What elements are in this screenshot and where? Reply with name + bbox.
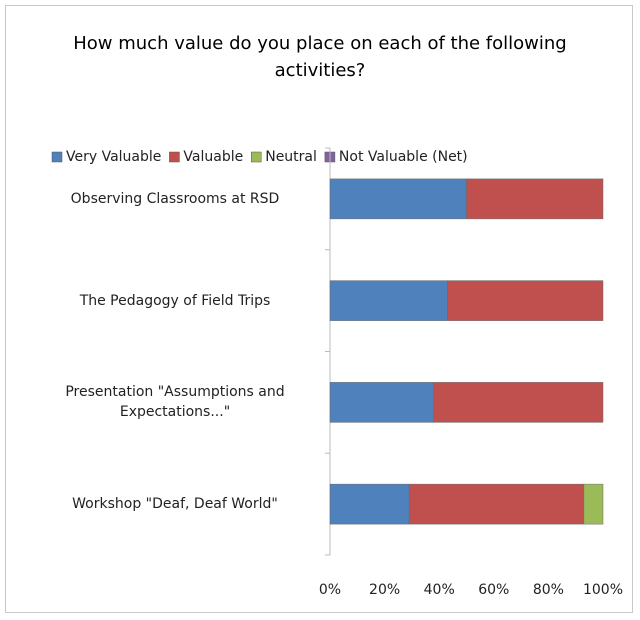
y-tick-label: The Pedagogy of Field Trips [79,292,271,309]
legend-label: Not Valuable (Net) [339,149,468,165]
bar-segment [447,280,604,321]
legend-swatch [169,151,180,163]
bar-segment [583,483,604,525]
legend-label: Very Valuable [66,149,161,165]
bar-segment [329,382,434,423]
bar-segment [408,483,585,525]
x-tick-label: 40% [424,582,455,598]
x-tick-label: 80% [533,582,564,598]
bar-segment [329,280,448,321]
y-tick-label: Workshop "Deaf, Deaf World" [72,496,278,513]
x-tick-label: 60% [478,582,509,598]
legend-label: Neutral [265,149,317,165]
bar-segment [466,178,604,220]
y-tick-label: Observing Classrooms at RSD [70,190,280,207]
bar-segment [329,178,467,220]
legend-label: Valuable [183,149,243,165]
y-tick-label: Presentation "Assumptions and Expectatio… [65,384,285,421]
bar-segment [433,382,604,423]
legend-swatch [51,151,63,163]
chart-title: How much value do you place on each of t… [73,33,567,81]
x-tick-label: 0% [319,582,341,598]
chart-frame [5,5,633,613]
bar-segment [329,483,410,525]
x-tick-label: 100% [583,582,623,598]
legend-swatch [250,151,262,163]
x-tick-label: 20% [369,582,400,598]
